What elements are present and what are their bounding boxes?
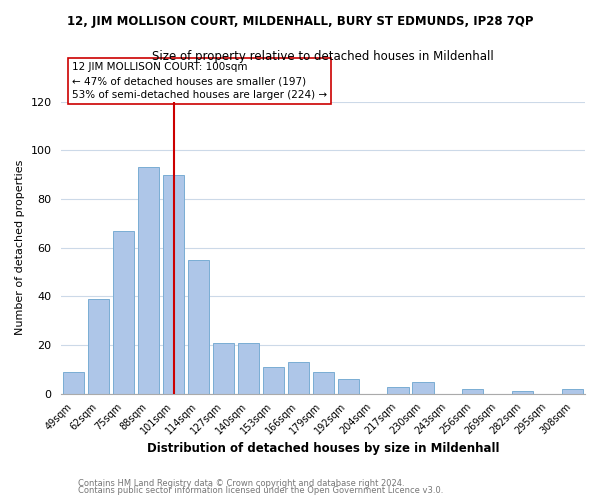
Bar — [213, 343, 234, 394]
Bar — [313, 372, 334, 394]
Bar — [412, 382, 434, 394]
Bar — [188, 260, 209, 394]
Text: Contains HM Land Registry data © Crown copyright and database right 2024.: Contains HM Land Registry data © Crown c… — [78, 478, 404, 488]
Text: 12 JIM MOLLISON COURT: 100sqm
← 47% of detached houses are smaller (197)
53% of : 12 JIM MOLLISON COURT: 100sqm ← 47% of d… — [72, 62, 327, 100]
Bar — [263, 367, 284, 394]
Bar — [562, 389, 583, 394]
X-axis label: Distribution of detached houses by size in Mildenhall: Distribution of detached houses by size … — [147, 442, 499, 455]
Bar — [338, 380, 359, 394]
Y-axis label: Number of detached properties: Number of detached properties — [15, 160, 25, 336]
Bar — [113, 230, 134, 394]
Bar — [138, 168, 159, 394]
Title: Size of property relative to detached houses in Mildenhall: Size of property relative to detached ho… — [152, 50, 494, 63]
Bar — [63, 372, 85, 394]
Bar — [388, 386, 409, 394]
Bar — [88, 299, 109, 394]
Bar — [238, 343, 259, 394]
Text: 12, JIM MOLLISON COURT, MILDENHALL, BURY ST EDMUNDS, IP28 7QP: 12, JIM MOLLISON COURT, MILDENHALL, BURY… — [67, 15, 533, 28]
Bar — [163, 174, 184, 394]
Bar — [287, 362, 309, 394]
Bar — [512, 392, 533, 394]
Text: Contains public sector information licensed under the Open Government Licence v3: Contains public sector information licen… — [78, 486, 443, 495]
Bar — [462, 389, 484, 394]
